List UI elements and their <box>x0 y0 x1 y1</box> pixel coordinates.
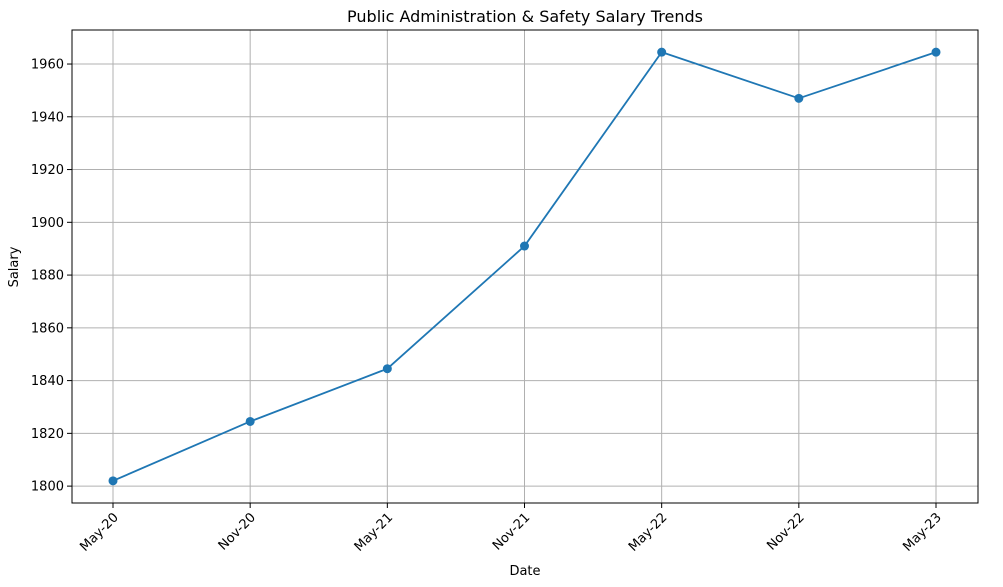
y-tick-label: 1820 <box>31 427 64 442</box>
data-point <box>794 93 804 103</box>
data-point <box>931 47 941 57</box>
y-tick-label: 1940 <box>31 110 64 125</box>
data-point <box>245 416 255 426</box>
y-axis-label: Salary <box>7 246 22 287</box>
x-axis-label: Date <box>509 564 540 579</box>
y-tick-label: 1900 <box>31 216 64 231</box>
y-tick-label: 1960 <box>31 58 64 73</box>
y-tick-label: 1860 <box>31 321 64 336</box>
data-point <box>520 241 529 251</box>
chart-title: Public Administration & Safety Salary Tr… <box>347 7 703 26</box>
data-point <box>108 476 118 486</box>
y-tick-label: 1800 <box>31 480 64 495</box>
data-point <box>657 47 667 57</box>
y-tick-label: 1840 <box>31 374 64 389</box>
y-tick-label: 1920 <box>31 163 64 178</box>
y-tick-label: 1880 <box>31 269 64 284</box>
grid-lines <box>72 30 978 503</box>
series-layer <box>108 47 941 486</box>
data-point <box>382 364 392 374</box>
